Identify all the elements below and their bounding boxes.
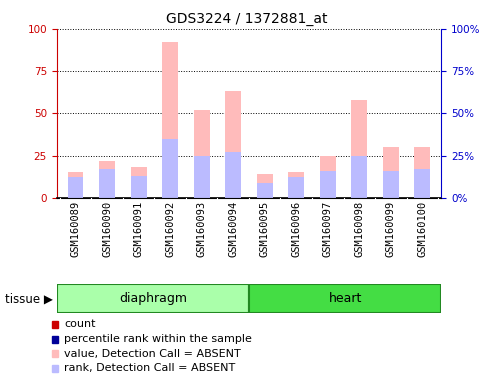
Bar xyxy=(131,167,146,198)
Bar xyxy=(415,169,430,198)
Bar xyxy=(99,169,115,198)
Text: GSM160097: GSM160097 xyxy=(323,201,333,257)
Bar xyxy=(162,139,178,198)
Bar xyxy=(415,147,430,198)
Text: tissue ▶: tissue ▶ xyxy=(5,292,53,305)
Bar xyxy=(249,284,441,313)
Bar xyxy=(352,156,367,198)
Text: heart: heart xyxy=(328,292,362,305)
Bar xyxy=(194,156,210,198)
Bar xyxy=(57,284,249,313)
Text: percentile rank within the sample: percentile rank within the sample xyxy=(64,334,252,344)
Bar xyxy=(162,42,178,198)
Bar xyxy=(257,174,273,198)
Text: GSM160099: GSM160099 xyxy=(386,201,396,257)
Bar xyxy=(194,110,210,198)
Bar xyxy=(288,177,304,198)
Bar xyxy=(68,172,83,198)
Bar xyxy=(257,182,273,198)
Text: rank, Detection Call = ABSENT: rank, Detection Call = ABSENT xyxy=(64,363,235,373)
Text: GSM160095: GSM160095 xyxy=(260,201,270,257)
Text: GSM160098: GSM160098 xyxy=(354,201,364,257)
Text: count: count xyxy=(64,319,96,329)
Text: GSM160096: GSM160096 xyxy=(291,201,301,257)
Text: GSM160094: GSM160094 xyxy=(228,201,238,257)
Bar xyxy=(383,147,399,198)
Bar xyxy=(320,156,336,198)
Text: GSM160092: GSM160092 xyxy=(165,201,175,257)
Bar xyxy=(383,171,399,198)
Bar xyxy=(68,177,83,198)
Bar xyxy=(131,176,146,198)
Bar xyxy=(352,100,367,198)
Text: GSM160090: GSM160090 xyxy=(102,201,112,257)
Bar xyxy=(320,171,336,198)
Text: GSM160100: GSM160100 xyxy=(417,201,427,257)
Bar xyxy=(288,172,304,198)
Text: GSM160089: GSM160089 xyxy=(70,201,81,257)
Bar xyxy=(225,91,241,198)
Bar xyxy=(225,152,241,198)
Text: diaphragm: diaphragm xyxy=(119,292,187,305)
Text: GSM160093: GSM160093 xyxy=(197,201,207,257)
Bar xyxy=(99,161,115,198)
Text: GSM160091: GSM160091 xyxy=(134,201,143,257)
Text: GDS3224 / 1372881_at: GDS3224 / 1372881_at xyxy=(166,12,327,25)
Text: value, Detection Call = ABSENT: value, Detection Call = ABSENT xyxy=(64,349,241,359)
